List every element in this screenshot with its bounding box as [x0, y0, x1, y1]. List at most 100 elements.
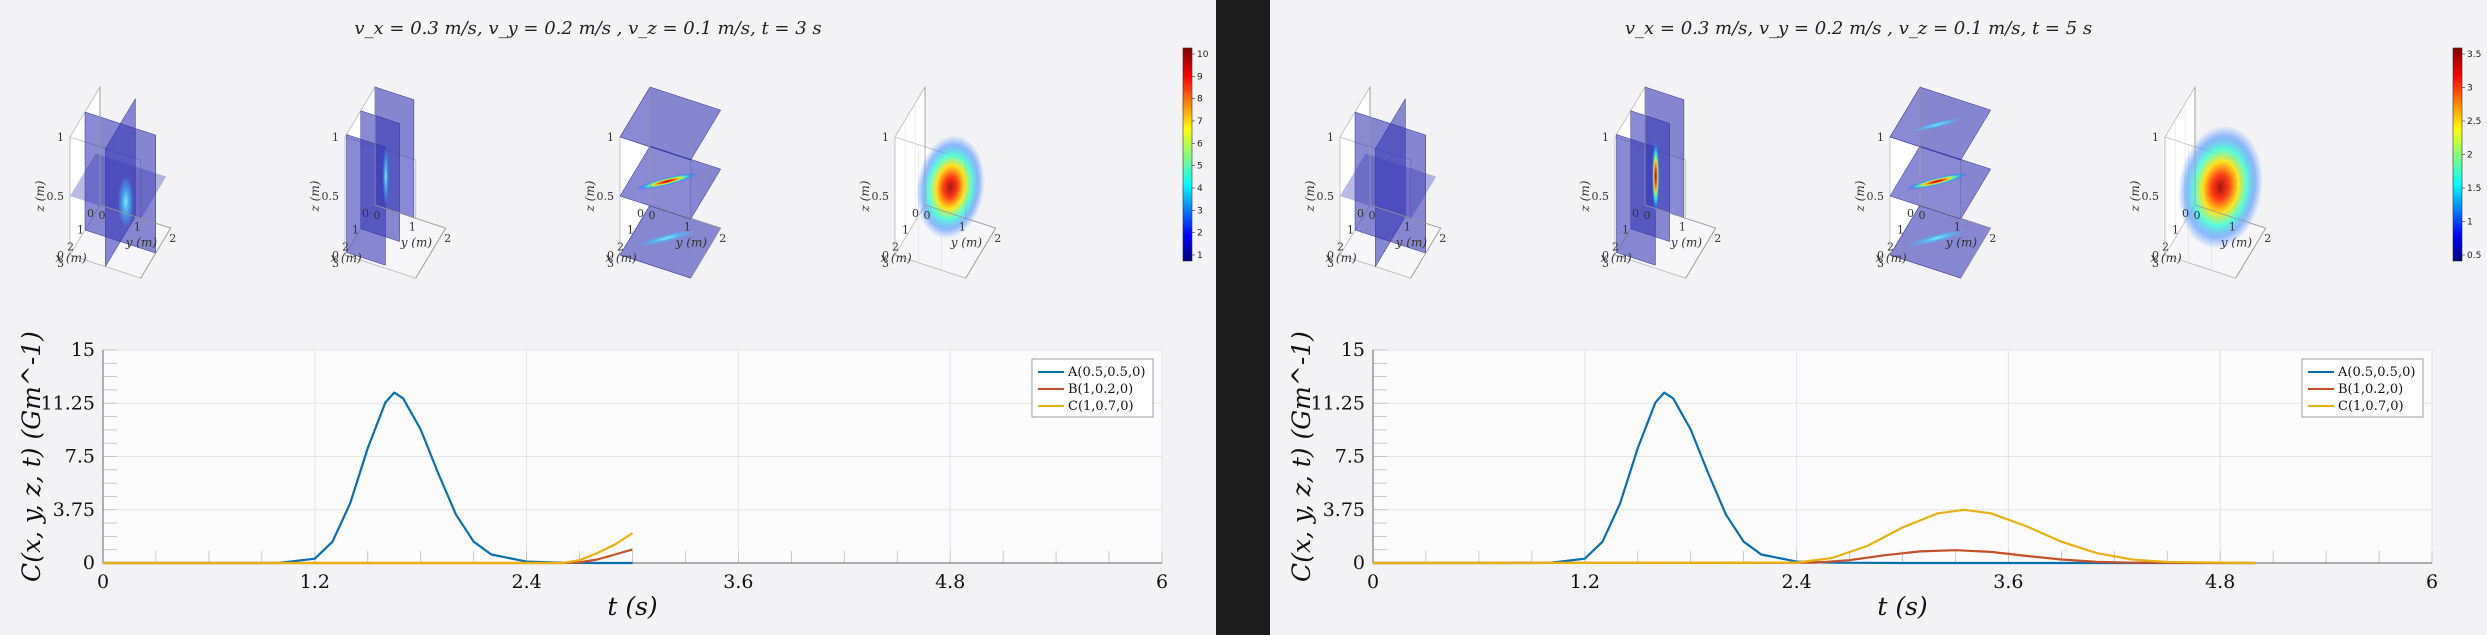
y-tick-label: 0	[2194, 209, 2201, 222]
x-tick-label: 2	[67, 240, 74, 253]
colorbar-tick-label: 4	[1197, 184, 1203, 194]
x-tick-label: 1	[352, 224, 359, 237]
z-tick-label: 0.5	[2142, 190, 2160, 203]
y-tick-label: 2	[1439, 232, 1446, 245]
x-tick-label: 1	[1622, 224, 1629, 237]
axis-edge	[690, 227, 722, 279]
x-tick-label: 1	[77, 224, 84, 237]
z-tick-label: 0	[57, 249, 64, 262]
z-tick-label: 0	[1327, 249, 1334, 262]
series-line-c	[103, 532, 634, 565]
y-axis-label: y (m)	[125, 236, 158, 250]
x-tick-label: 2	[342, 240, 349, 253]
z-tick-label: 0.5	[47, 190, 65, 203]
x-tick-label: 0	[1632, 207, 1639, 220]
y-tick-label: 7.5	[1335, 446, 1365, 468]
concentration-spot	[1651, 138, 1660, 215]
axis-edge	[415, 227, 447, 279]
y-tick-label: 0	[1644, 209, 1651, 222]
y-tick-label: 1	[2229, 221, 2236, 234]
colorbar-tick-label: 5	[1197, 162, 1203, 172]
z-tick-label: 0	[1877, 249, 1884, 262]
y-tick-label: 1	[1954, 221, 1961, 234]
z-tick-label: 1	[1327, 131, 1334, 144]
z-tick-label: 0	[2152, 249, 2159, 262]
colorbar	[1182, 47, 1193, 262]
x-axis-label: x (m)	[880, 251, 912, 265]
y-tick-label: 2	[1714, 232, 1721, 245]
x-axis-label: x (m)	[1875, 251, 1907, 265]
y-axis-label: y (m)	[400, 236, 433, 250]
axis-edge	[1410, 227, 1442, 279]
series-line-a	[103, 391, 633, 565]
z-tick-label: 1	[882, 131, 889, 144]
x-tick-label: 3	[607, 257, 614, 270]
axis-edge	[924, 204, 996, 229]
z-tick-label: 1	[1877, 131, 1884, 144]
colorbar-tick-label: 2.5	[2467, 117, 2481, 127]
y-tick-label: 0	[374, 209, 381, 222]
x-tick-label: 0	[1907, 207, 1914, 220]
y-tick-label: 3.75	[53, 499, 95, 521]
colorbar-tick-label: 1	[2467, 218, 2473, 228]
line-chart: 0 1.2 2.4 3.6 4.8 6 0 3.75 7.5 11.25 15 t (s) C(x, y…	[17, 331, 1168, 621]
x-tick-label: 1	[1897, 224, 1904, 237]
y-tick-label: 2	[2264, 232, 2271, 245]
axis-edge	[1685, 227, 1717, 279]
colorbar	[2452, 47, 2463, 262]
x-tick-label: 3	[1602, 257, 1609, 270]
legend-entry: A(0.5,0.5,0)	[2337, 365, 2415, 380]
x-tick-label: 3	[2152, 257, 2159, 270]
x-tick-label: 0	[637, 207, 644, 220]
axis-edge	[99, 204, 171, 229]
z-axis-label: z (m)	[33, 180, 47, 212]
x-tick-label: 3	[1327, 257, 1334, 270]
z-axis-label: z (m)	[308, 180, 322, 212]
x-tick-label: 4.8	[935, 571, 965, 593]
x-tick-label: 0	[912, 207, 919, 220]
x-tick-label: 6	[2426, 571, 2438, 593]
concentration-spot	[382, 146, 389, 207]
x-tick-label: 1.2	[300, 571, 330, 593]
z-tick-label: 1	[332, 131, 339, 144]
y-tick-label: 0	[83, 552, 95, 574]
concentration-spot	[635, 172, 698, 191]
colorbar-tick-label: 1.5	[2467, 184, 2481, 194]
axis-edge	[649, 204, 721, 229]
y-tick-label: 11.25	[41, 392, 95, 414]
axis-edge	[2235, 227, 2267, 279]
slice-x-3	[346, 134, 386, 266]
x-tick-label: 1	[1347, 224, 1354, 237]
y-tick-label: 0	[1353, 552, 1365, 574]
z-tick-label: 0.5	[1592, 190, 1610, 203]
x-tick-label: 2.4	[1781, 571, 1811, 593]
colorbar-tick-label: 7	[1197, 117, 1203, 127]
x-tick-label: 2	[617, 240, 624, 253]
x-tick-label: 2	[1887, 240, 1894, 253]
z-tick-label: 0.5	[597, 190, 615, 203]
figure-title: v_x = 0.3 m/s, v_y = 0.2 m/s , v_z = 0.1…	[354, 18, 821, 39]
slice-z-3	[619, 86, 722, 161]
z-axis-label: z (m)	[1578, 180, 1592, 212]
slice-z	[70, 153, 167, 220]
slice-z	[1340, 153, 1437, 220]
z-axis-label: z (m)	[2128, 180, 2142, 212]
y-tick-label: 15	[1341, 339, 1365, 361]
y-tick-label: 0	[924, 209, 931, 222]
x-tick-label: 1	[627, 224, 634, 237]
x-axis-label: x (m)	[605, 251, 637, 265]
concentration-spot	[1909, 117, 1965, 133]
y-axis-label: C(x, y, z, t) (Gm^-1)	[1287, 331, 1316, 582]
concentration-spot	[117, 175, 134, 228]
x-axis-label: x (m)	[55, 251, 87, 265]
x-tick-label: 1.2	[1570, 571, 1600, 593]
y-axis-label: y (m)	[950, 236, 983, 250]
colorbar-tick-label: 8	[1197, 95, 1203, 105]
x-tick-label: 4.8	[2205, 571, 2235, 593]
